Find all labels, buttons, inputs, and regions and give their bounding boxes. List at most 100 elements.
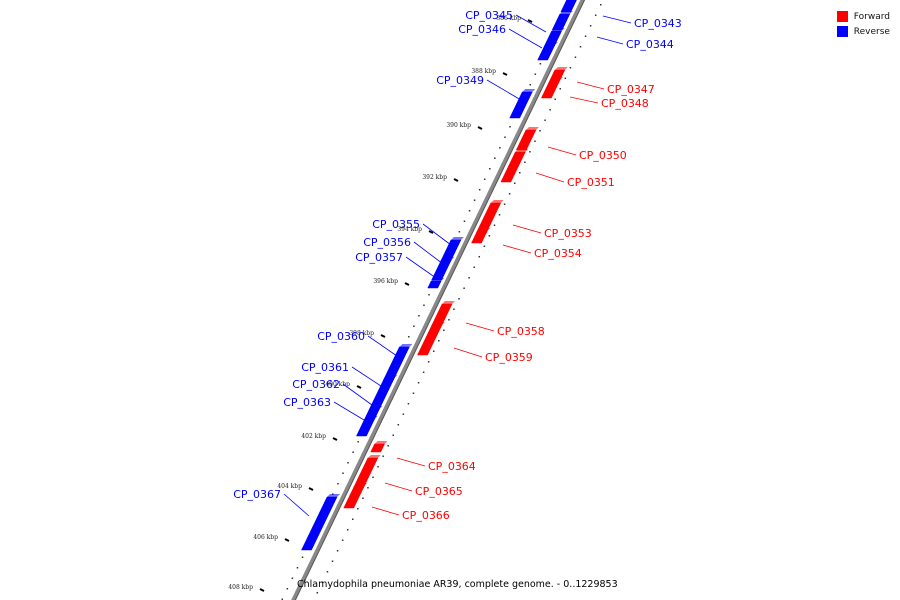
minor-tick	[534, 73, 537, 75]
minor-tick	[387, 445, 389, 447]
gene-label[interactable]: CP_0346	[458, 23, 506, 36]
tick-label: 390 kbp	[446, 122, 471, 129]
gene-glyph[interactable]	[471, 230, 488, 244]
tick-label: 396 kbp	[373, 278, 398, 285]
gene-glyph[interactable]	[370, 443, 385, 453]
minor-tick	[402, 413, 405, 415]
minor-tick	[600, 4, 602, 6]
minor-tick	[579, 46, 582, 48]
minor-tick	[584, 35, 587, 37]
major-tick	[453, 178, 459, 182]
minor-tick	[458, 298, 460, 300]
gene-label[interactable]: CP_0353	[544, 227, 592, 240]
minor-tick	[423, 304, 425, 306]
minor-tick	[589, 25, 592, 27]
gene-label[interactable]: CP_0354	[534, 247, 582, 260]
gene-label[interactable]: CP_0351	[567, 176, 615, 189]
tick-label: 398 kbp	[349, 330, 374, 337]
minor-tick	[331, 560, 334, 562]
minor-tick	[352, 518, 354, 520]
gene-label[interactable]: CP_0349	[436, 74, 484, 87]
minor-tick	[392, 434, 394, 436]
minor-tick	[458, 231, 461, 233]
minor-tick	[372, 476, 374, 478]
gene-glyph-top	[431, 278, 445, 281]
minor-tick	[529, 151, 531, 153]
reverse-swatch	[836, 26, 848, 37]
minor-tick	[407, 403, 410, 405]
minor-tick	[412, 392, 415, 394]
leader-line	[422, 223, 452, 246]
minor-tick	[498, 214, 501, 216]
gene-label[interactable]: CP_0360	[317, 330, 365, 343]
minor-tick	[519, 172, 521, 174]
major-tick	[428, 230, 434, 234]
gene-label[interactable]: CP_0343	[634, 17, 682, 30]
gene-glyph-top	[384, 375, 398, 378]
minor-tick	[594, 14, 597, 16]
gene-glyph-top	[354, 483, 368, 486]
minor-tick	[417, 382, 420, 384]
legend-forward: Forward	[836, 9, 890, 24]
minor-tick	[468, 277, 470, 279]
minor-tick	[494, 157, 496, 159]
gene-glyph-top	[364, 416, 378, 419]
major-tick	[404, 282, 410, 286]
gene-label[interactable]: CP_0356	[363, 236, 411, 249]
minor-tick	[473, 266, 475, 268]
minor-tick	[529, 84, 532, 86]
minor-tick	[524, 161, 526, 163]
gene-label[interactable]: CP_0363	[283, 396, 331, 409]
gene-label[interactable]: CP_0365	[415, 485, 463, 498]
leader-line	[342, 383, 373, 406]
leader-line	[547, 146, 577, 156]
leader-line	[486, 79, 522, 101]
minor-tick	[443, 329, 445, 331]
minor-tick	[428, 294, 430, 296]
legend-forward-label: Forward	[853, 11, 890, 22]
gene-label[interactable]: CP_0366	[402, 509, 450, 522]
gene-track	[301, 0, 577, 551]
gene-label[interactable]: CP_0345	[465, 9, 513, 22]
gene-glyph-top	[399, 344, 413, 347]
legend-reverse-label: Reverse	[853, 26, 890, 37]
gene-label[interactable]: CP_0344	[626, 38, 674, 51]
leader-line	[351, 366, 382, 387]
legend: Forward Reverse	[836, 9, 890, 39]
leader-line	[283, 493, 310, 517]
tick-label: 404 kbp	[277, 483, 302, 490]
minor-tick	[432, 350, 435, 352]
gene-glyph[interactable]	[427, 280, 442, 289]
gene-label[interactable]: CP_0359	[485, 351, 533, 364]
leader-line	[512, 224, 542, 234]
gene-glyph-top	[431, 322, 445, 325]
minor-tick	[574, 56, 577, 58]
gene-label[interactable]: CP_0347	[607, 83, 655, 96]
gene-label[interactable]: CP_0364	[428, 460, 476, 473]
gene-label[interactable]: CP_0367	[233, 488, 281, 501]
minor-tick	[382, 455, 384, 457]
gene-label[interactable]: CP_0357	[355, 251, 403, 264]
gene-label[interactable]: CP_0361	[301, 361, 349, 374]
minor-tick	[357, 441, 359, 443]
gene-label[interactable]: CP_0348	[601, 97, 649, 110]
major-tick	[308, 487, 314, 491]
leader-line	[371, 506, 400, 516]
minor-tick	[483, 245, 486, 247]
gene-label[interactable]: CP_0350	[579, 149, 627, 162]
gene-glyph-top	[525, 127, 539, 130]
gene-label[interactable]: CP_0355	[372, 218, 420, 231]
gene-label[interactable]: CP_0362	[292, 378, 340, 391]
gene-label[interactable]: CP_0358	[497, 325, 545, 338]
gene-labels: CP_0343CP_0344CP_0345CP_0346CP_0347CP_03…	[233, 9, 682, 522]
leader-line	[367, 335, 398, 357]
tick-label: 402 kbp	[301, 433, 326, 440]
minor-tick	[337, 483, 339, 485]
gene-glyph-top	[450, 237, 464, 240]
gene-glyph-top	[554, 67, 568, 70]
minor-tick	[408, 336, 410, 338]
minor-tick	[341, 539, 344, 541]
major-tick	[259, 588, 265, 592]
minor-tick	[286, 588, 289, 590]
